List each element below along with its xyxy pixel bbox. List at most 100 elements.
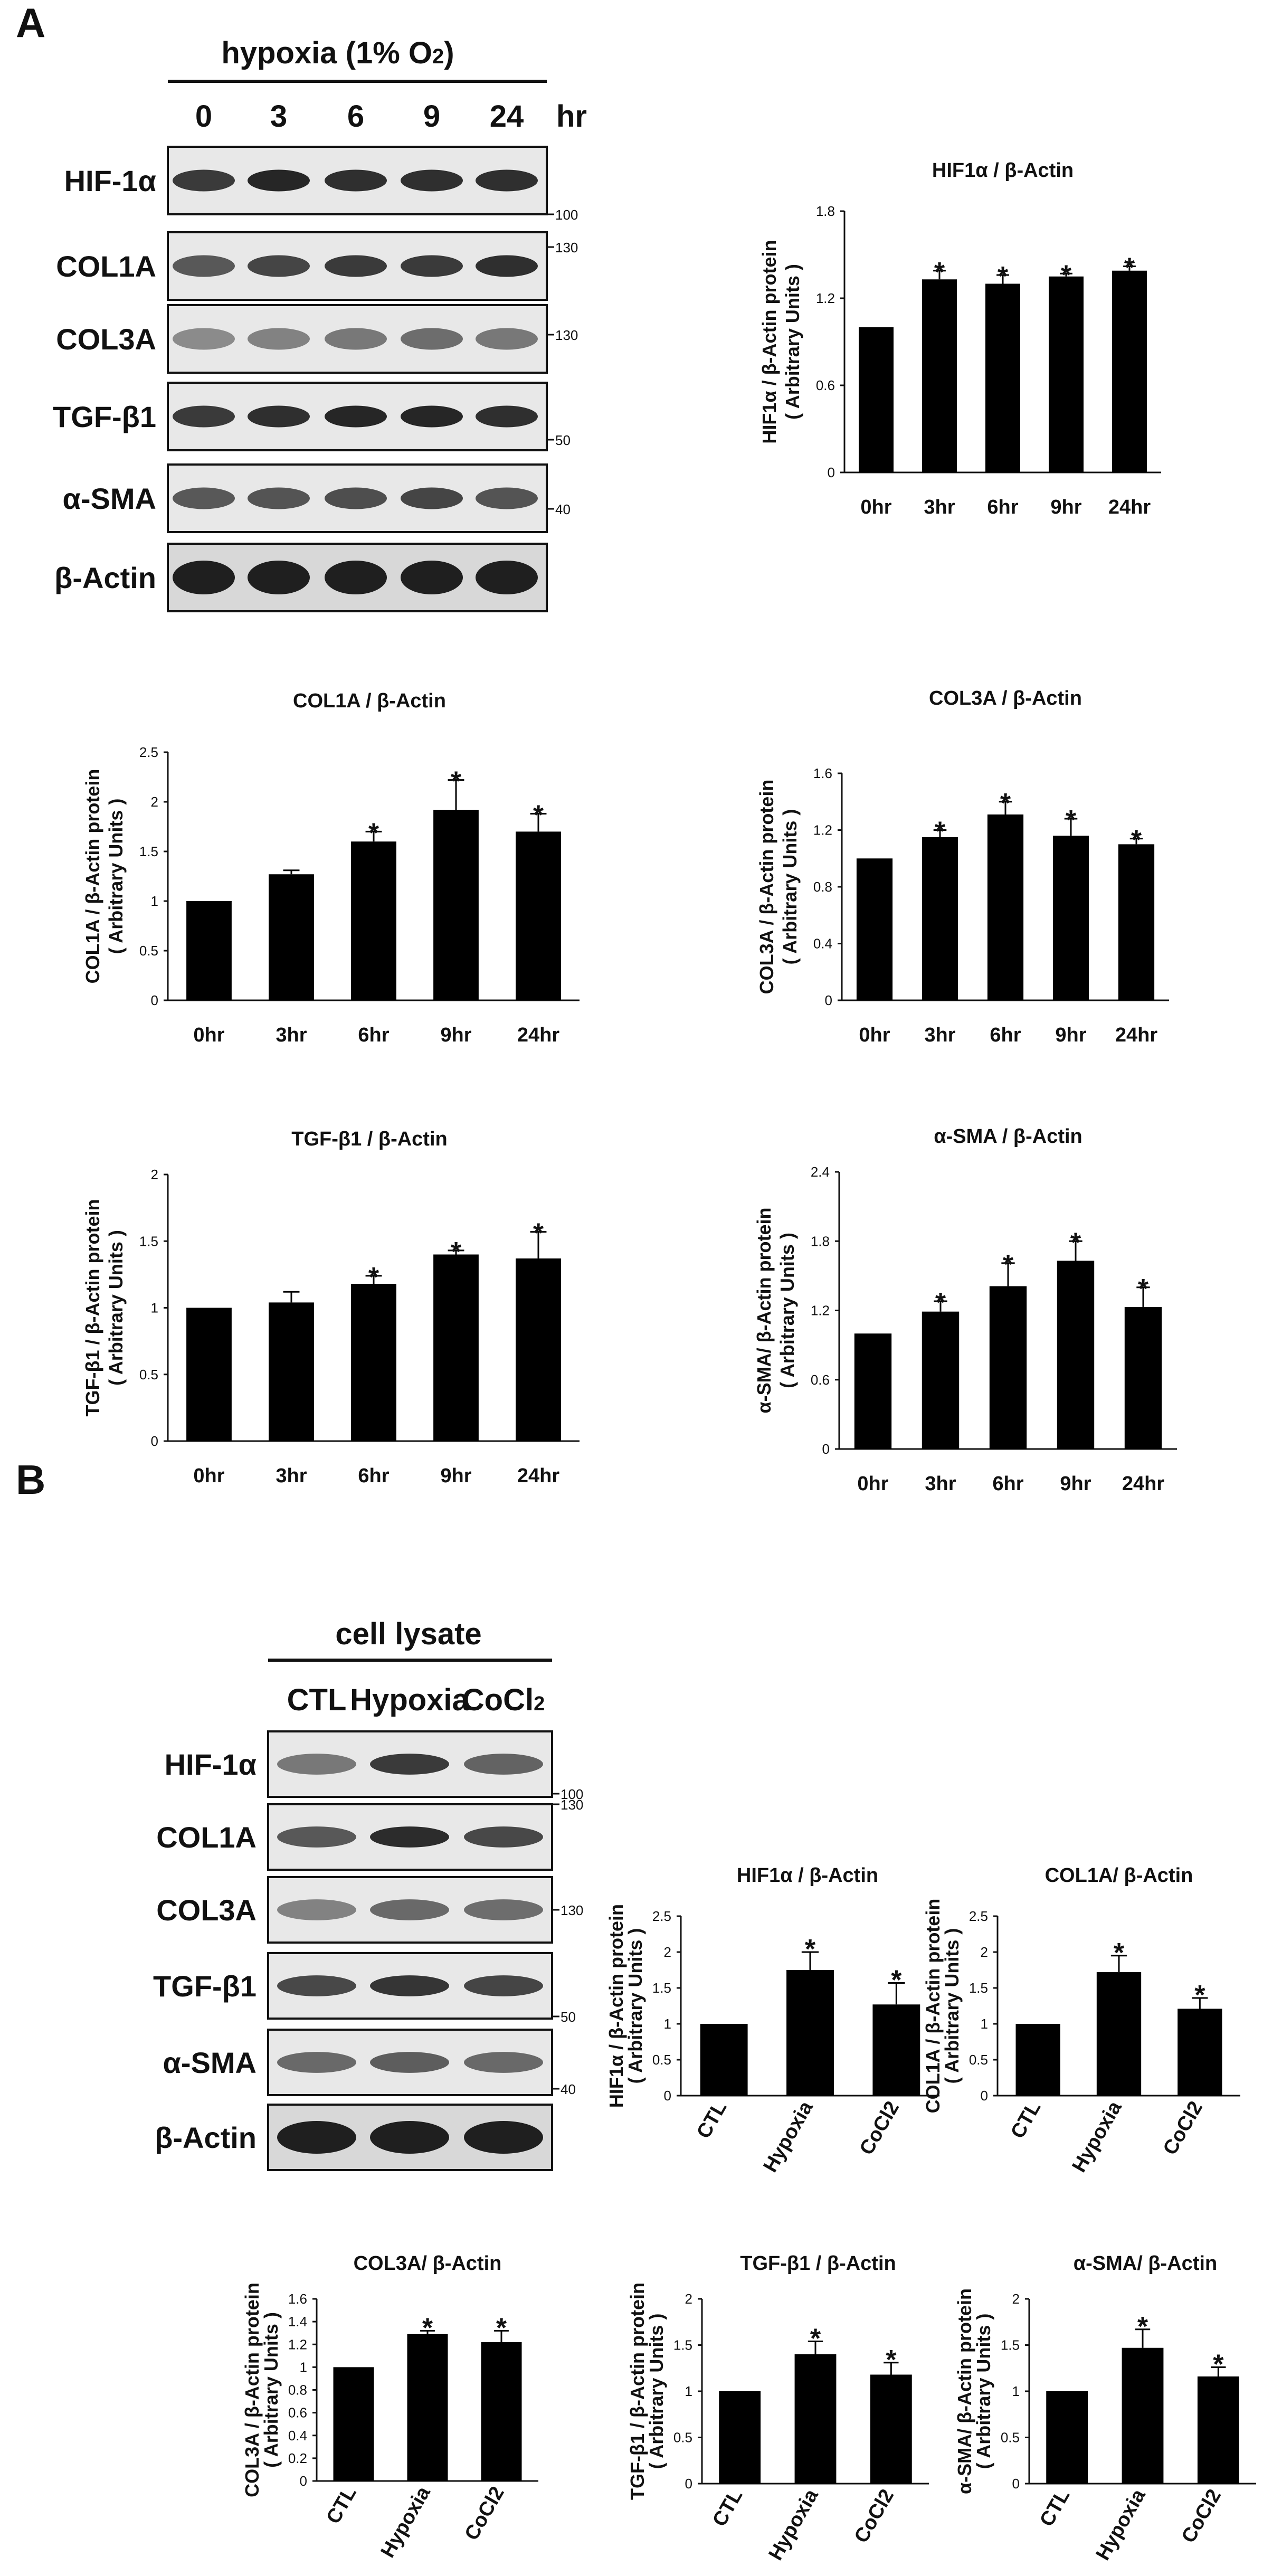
mw-marker: 130	[555, 327, 578, 343]
y-tick-label: 2	[664, 1944, 671, 1960]
significance-star: *	[368, 1262, 379, 1293]
x-tick-label: 6hr	[358, 1024, 389, 1046]
y-tick-label: 0.8	[288, 2382, 307, 2398]
bar	[989, 1286, 1027, 1449]
x-tick-label: 9hr	[1050, 496, 1081, 518]
x-tick-label: Hypoxia	[765, 2485, 823, 2564]
bar	[269, 1302, 314, 1441]
mw-marker: 130	[555, 240, 578, 255]
x-tick-label: 0hr	[859, 1024, 890, 1046]
mw-marker: 50	[555, 432, 571, 448]
blot-label: COL1A	[56, 250, 156, 283]
y-tick-label: 1.8	[816, 203, 835, 219]
blot-band	[325, 405, 387, 428]
x-tick-label: CTL	[322, 2483, 360, 2528]
chart-title: COL1A/ β-Actin	[1045, 1864, 1193, 1887]
y-tick-label: 1.6	[288, 2291, 307, 2307]
bar	[186, 1308, 232, 1441]
bar	[333, 2367, 374, 2481]
blot-band	[325, 561, 387, 594]
significance-star: *	[422, 2313, 433, 2343]
blot-band	[476, 561, 538, 594]
panel-letter: B	[16, 1456, 45, 1503]
y-tick-label: 0.5	[139, 943, 158, 959]
bar	[1052, 836, 1089, 1000]
blot-band	[370, 1754, 449, 1775]
y-tick-label: 2	[151, 1167, 158, 1182]
y-axis-label: TGF-β1 / β-Actin protein	[82, 1199, 103, 1417]
blot-band	[248, 405, 310, 428]
y-tick-label: 2.5	[139, 744, 158, 760]
bar	[1046, 2391, 1088, 2484]
chart-title: HIF1α / β-Actin	[737, 1864, 878, 1887]
blot-band	[173, 561, 235, 594]
x-tick-label: Hypoxia	[759, 2097, 818, 2176]
blot-band	[476, 487, 538, 509]
blot-band	[370, 2052, 449, 2073]
bar-chart: α-SMA/ β-Actin 0 0.5 1 1.5 2 α-SMA/ β-Actin pr…	[954, 2252, 1256, 2564]
bar	[1015, 2024, 1060, 2096]
bar	[794, 2354, 837, 2484]
blot-label: TGF-β1	[153, 1969, 257, 2003]
time-unit-label: hr	[556, 99, 587, 134]
significance-star: *	[935, 817, 946, 847]
significance-star: *	[891, 1965, 902, 1995]
x-tick-label: CoCl2	[856, 2098, 904, 2159]
y-tick-label: 2.5	[652, 1908, 671, 1924]
y-axis-label: HIF1α / β-Actin protein	[758, 240, 780, 443]
blot-band	[401, 405, 463, 428]
x-tick-label: 3hr	[276, 1024, 307, 1046]
y-tick-label: 0.5	[139, 1367, 158, 1382]
significance-star: *	[934, 257, 945, 288]
blot-label: COL1A	[156, 1821, 257, 1854]
x-tick-label: 0hr	[193, 1465, 224, 1487]
mw-marker: 50	[561, 2009, 576, 2025]
y-tick-label: 0	[151, 1433, 158, 1449]
bar	[1122, 2347, 1164, 2484]
y-axis-label: α-SMA/ β-Actin protein	[753, 1207, 775, 1413]
bar	[1096, 1972, 1142, 2096]
bar	[516, 831, 561, 1000]
lane-subscript: 2	[534, 1693, 545, 1715]
y-axis-label: COL1A / β-Actin protein	[82, 769, 103, 984]
y-tick-label: 0	[151, 992, 158, 1008]
significance-star: *	[998, 261, 1009, 292]
blot-band	[401, 255, 463, 277]
y-axis-label: HIF1α / β-Actin protein	[605, 1904, 627, 2108]
bar	[987, 814, 1024, 1000]
y-tick-label: 0	[300, 2473, 307, 2489]
significance-star: *	[1137, 2312, 1148, 2342]
bar	[1112, 270, 1147, 472]
lane-text: Hypoxia	[350, 1683, 469, 1717]
bar	[872, 2004, 920, 2096]
condition-subscript: 2	[432, 45, 444, 68]
y-tick-label: 0.8	[813, 879, 832, 895]
bar	[351, 1284, 396, 1441]
y-tick-label: 0	[981, 2088, 988, 2104]
bar-chart: COL3A/ β-Actin 0 0.2 0.4 0.6 0.8 1 1.2 1.4 1.6 COL…	[241, 2252, 538, 2562]
y-tick-label: 0.5	[1001, 2430, 1020, 2446]
blot-band	[464, 1975, 543, 1996]
chart-title: α-SMA / β-Actin	[934, 1125, 1082, 1148]
bar-chart: TGF-β1 / β-Actin 0 0.5 1 1.5 2 TGF-β1 / β-Acti…	[626, 2252, 929, 2564]
blot-label: β-Actin	[54, 561, 156, 594]
condition-close: )	[444, 36, 454, 70]
blot-band	[401, 487, 463, 509]
y-tick-label: 1	[151, 893, 158, 909]
significance-star: *	[533, 1218, 544, 1249]
y-tick-label: 1.5	[139, 1233, 158, 1249]
x-tick-label: Hypoxia	[1068, 2097, 1127, 2176]
x-tick-label: CoCl2	[461, 2483, 509, 2544]
x-tick-label: CoCl2	[1177, 2486, 1226, 2547]
blot-band	[277, 1975, 356, 1996]
y-tick-label: 1.5	[1001, 2337, 1020, 2353]
bar-chart: α-SMA / β-Actin 0 0.6 1.2 1.8 2.4 α-SMA/ β-Act…	[753, 1125, 1177, 1495]
x-tick-label: 6hr	[987, 496, 1018, 518]
y-axis-label-units: ( Arbitrary Units )	[105, 799, 127, 954]
bar	[481, 2342, 522, 2481]
mw-marker: 130	[561, 1797, 583, 1813]
significance-star: *	[1114, 1938, 1125, 1968]
blot-band	[248, 328, 310, 350]
blot-band	[464, 2121, 543, 2154]
x-tick-label: 9hr	[440, 1024, 471, 1046]
